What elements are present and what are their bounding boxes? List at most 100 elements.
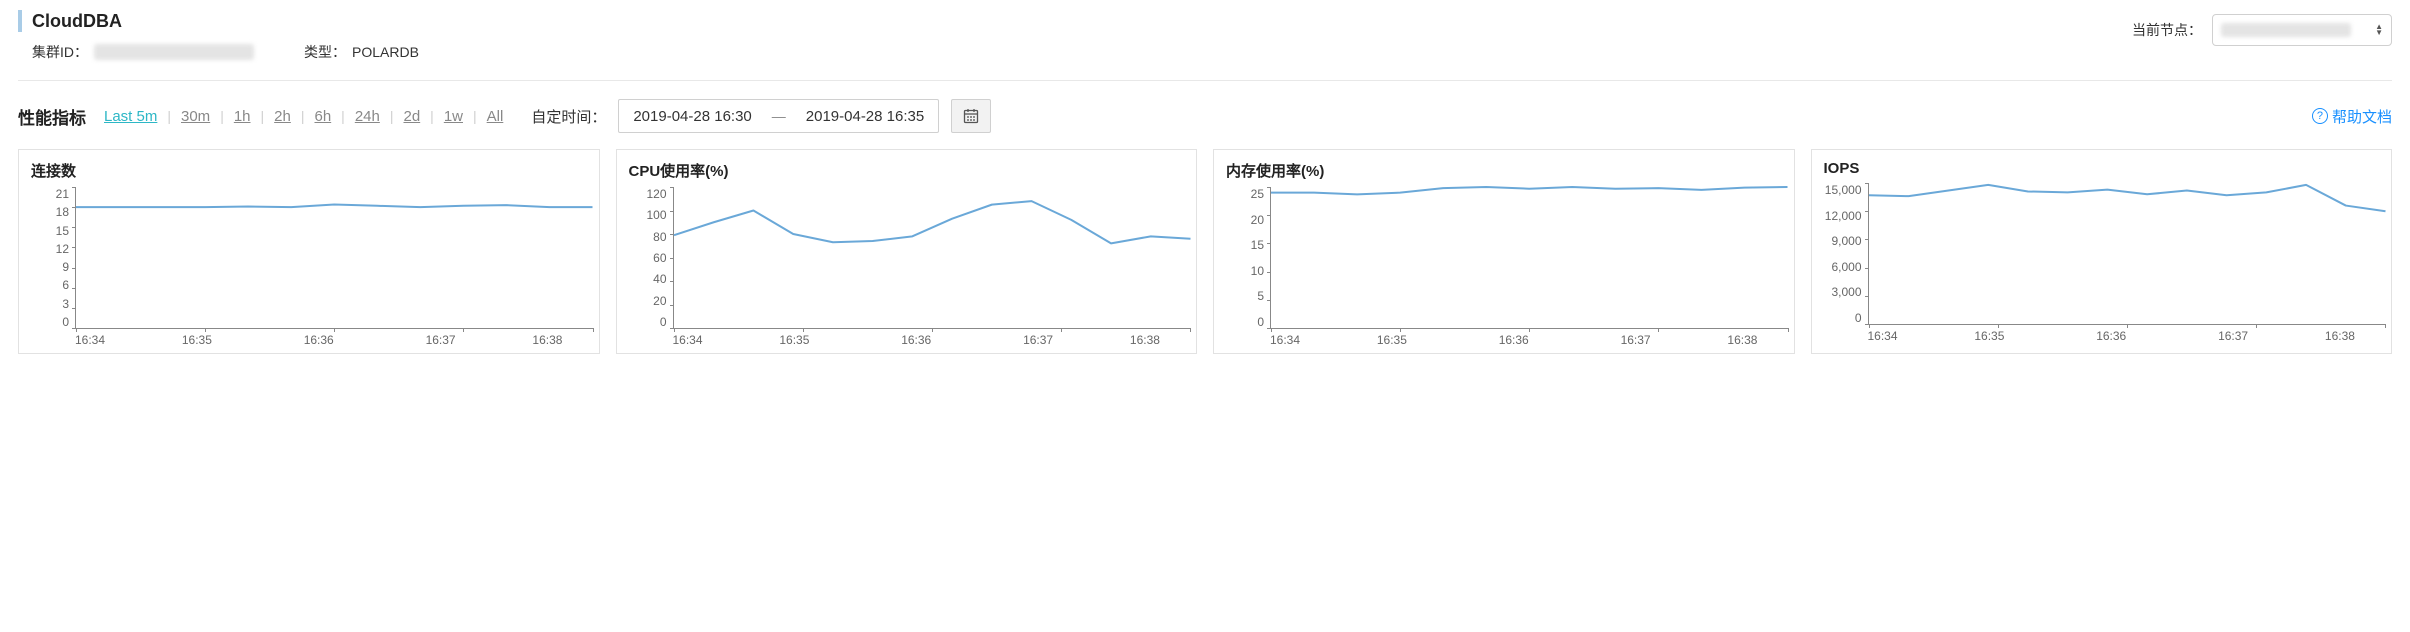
chart-plot-area — [1270, 187, 1788, 329]
range-separator: | — [220, 108, 224, 124]
y-axis: 120 100 80 60 40 20 0 — [623, 187, 673, 347]
x-tick-label: 16:38 — [532, 333, 562, 347]
x-tick-label: 16:34 — [75, 333, 105, 347]
range-separator: | — [167, 108, 171, 124]
date-range-separator: — — [772, 108, 786, 124]
y-tick-label: 3 — [62, 297, 69, 311]
x-tick-label: 16:36 — [304, 333, 334, 347]
chart-card: 连接数21181512963016:3416:3516:3616:3716:38 — [18, 149, 600, 354]
chart-line — [1271, 187, 1788, 194]
type-field: 类型： POLARDB — [304, 42, 419, 62]
range-separator: | — [430, 108, 434, 124]
y-tick-label: 3,000 — [1831, 285, 1861, 299]
node-select-dropdown[interactable]: ▲▼ — [2212, 14, 2392, 46]
x-tick-label: 16:37 — [1621, 333, 1651, 347]
y-axis: 211815129630 — [25, 187, 75, 347]
range-separator: | — [301, 108, 305, 124]
y-tick-label: 15 — [1251, 238, 1264, 252]
help-icon: ? — [2312, 108, 2328, 124]
y-tick-label: 0 — [660, 315, 667, 329]
chart-title: CPU使用率(%) — [623, 160, 1191, 181]
cluster-id-field: 集群ID： — [32, 42, 254, 62]
y-tick-label: 40 — [653, 272, 666, 286]
current-node-label: 当前节点： — [2132, 20, 2202, 40]
type-value: POLARDB — [352, 44, 419, 60]
x-tick-label: 16:37 — [1023, 333, 1053, 347]
y-axis: 15,00012,0009,0006,0003,0000 — [1818, 183, 1868, 343]
y-tick-label: 60 — [653, 251, 666, 265]
y-tick-label: 21 — [56, 187, 69, 201]
range-option-2d[interactable]: 2d — [401, 108, 422, 125]
y-tick-label: 25 — [1251, 187, 1264, 201]
range-option-2h[interactable]: 2h — [272, 108, 293, 125]
y-tick-label: 9 — [62, 260, 69, 274]
chart-title: 连接数 — [25, 160, 593, 181]
range-option-6h[interactable]: 6h — [312, 108, 333, 125]
range-option-last-5m[interactable]: Last 5m — [102, 108, 159, 125]
chart-line — [76, 204, 593, 207]
x-tick-label: 16:35 — [1974, 329, 2004, 343]
type-label: 类型： — [304, 42, 346, 62]
chart-card: IOPS15,00012,0009,0006,0003,000016:3416:… — [1811, 149, 2393, 354]
chart-line — [1869, 185, 2386, 211]
time-range-list: Last 5m | 30m | 1h | 2h | 6h | 24h | 2d | 1w | All — [102, 108, 505, 125]
y-tick-label: 100 — [646, 208, 666, 222]
range-option-1w[interactable]: 1w — [442, 108, 465, 125]
chart-plot-area — [1868, 183, 2386, 325]
range-separator: | — [390, 108, 394, 124]
y-tick-label: 12 — [56, 242, 69, 256]
range-option-all[interactable]: All — [485, 108, 506, 125]
range-option-30m[interactable]: 30m — [179, 108, 212, 125]
cluster-id-value-redacted — [94, 44, 254, 60]
date-to-input[interactable]: 2019-04-28 16:35 — [792, 108, 938, 125]
chart-card: 内存使用率(%)252015105016:3416:3516:3616:3716… — [1213, 149, 1795, 354]
x-tick-label: 16:34 — [1868, 329, 1898, 343]
x-tick-label: 16:38 — [1727, 333, 1757, 347]
help-docs-label: 帮助文档 — [2332, 106, 2392, 127]
date-from-input[interactable]: 2019-04-28 16:30 — [619, 108, 765, 125]
help-docs-link[interactable]: ? 帮助文档 — [2312, 106, 2392, 127]
chart-title: IOPS — [1818, 160, 2386, 177]
y-tick-label: 0 — [1855, 311, 1862, 325]
range-option-24h[interactable]: 24h — [353, 108, 382, 125]
y-tick-label: 80 — [653, 230, 666, 244]
custom-time-label: 自定时间： — [531, 106, 606, 127]
y-tick-label: 10 — [1251, 264, 1264, 278]
chart-line — [674, 201, 1191, 243]
range-option-1h[interactable]: 1h — [232, 108, 253, 125]
x-tick-label: 16:37 — [2218, 329, 2248, 343]
chart-plot-area — [75, 187, 593, 329]
x-tick-label: 16:37 — [426, 333, 456, 347]
y-axis: 25 20 15 10 5 0 — [1220, 187, 1270, 347]
chart-card: CPU使用率(%)12010080604020016:3416:3516:361… — [616, 149, 1198, 354]
title-accent-bar — [18, 10, 22, 32]
x-tick-label: 16:38 — [1130, 333, 1160, 347]
chart-title: 内存使用率(%) — [1220, 160, 1788, 181]
chart-plot-area — [673, 187, 1191, 329]
x-tick-label: 16:38 — [2325, 329, 2355, 343]
range-separator: | — [261, 108, 265, 124]
x-tick-label: 16:35 — [182, 333, 212, 347]
range-separator: | — [473, 108, 477, 124]
calendar-icon — [963, 108, 979, 124]
y-tick-label: 18 — [56, 205, 69, 219]
x-tick-label: 16:36 — [2096, 329, 2126, 343]
date-range-picker[interactable]: 2019-04-28 16:30 — 2019-04-28 16:35 — [618, 99, 939, 133]
y-tick-label: 6,000 — [1831, 260, 1861, 274]
x-tick-label: 16:36 — [1499, 333, 1529, 347]
node-select-value-redacted — [2221, 23, 2351, 37]
y-tick-label: 15,000 — [1825, 183, 1862, 197]
y-tick-label: 20 — [653, 294, 666, 308]
y-tick-label: 5 — [1257, 289, 1264, 303]
y-tick-label: 0 — [1257, 315, 1264, 329]
y-tick-label: 12,000 — [1825, 209, 1862, 223]
x-tick-label: 16:34 — [673, 333, 703, 347]
y-tick-label: 120 — [646, 187, 666, 201]
y-tick-label: 15 — [56, 224, 69, 238]
y-tick-label: 20 — [1251, 213, 1264, 227]
page-title: CloudDBA — [32, 11, 122, 32]
dropdown-arrows-icon: ▲▼ — [2375, 24, 2383, 36]
calendar-button[interactable] — [951, 99, 991, 133]
x-tick-label: 16:35 — [779, 333, 809, 347]
range-separator: | — [341, 108, 345, 124]
